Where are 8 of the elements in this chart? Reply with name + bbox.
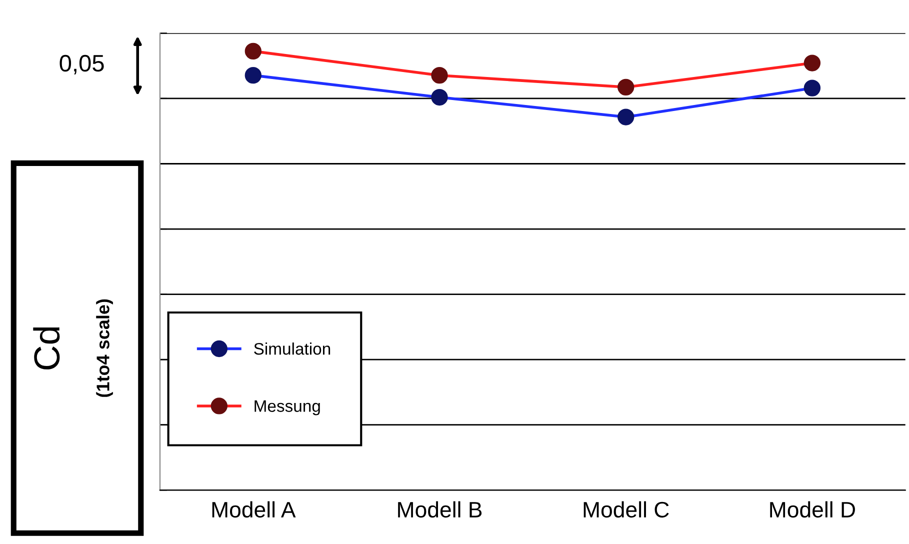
x-tick-label: Modell C — [584, 501, 669, 518]
legend-label: Messung — [254, 400, 320, 416]
x-tick-label: Modell D — [770, 501, 855, 518]
y-axis-title: Cd (1to4 scale) — [33, 299, 113, 397]
legend-label: Simulation — [254, 342, 330, 355]
x-tick-label: Modell A — [212, 501, 296, 518]
x-tick-label: Modell B — [398, 501, 482, 518]
text: 0,05 — [60, 54, 104, 74]
